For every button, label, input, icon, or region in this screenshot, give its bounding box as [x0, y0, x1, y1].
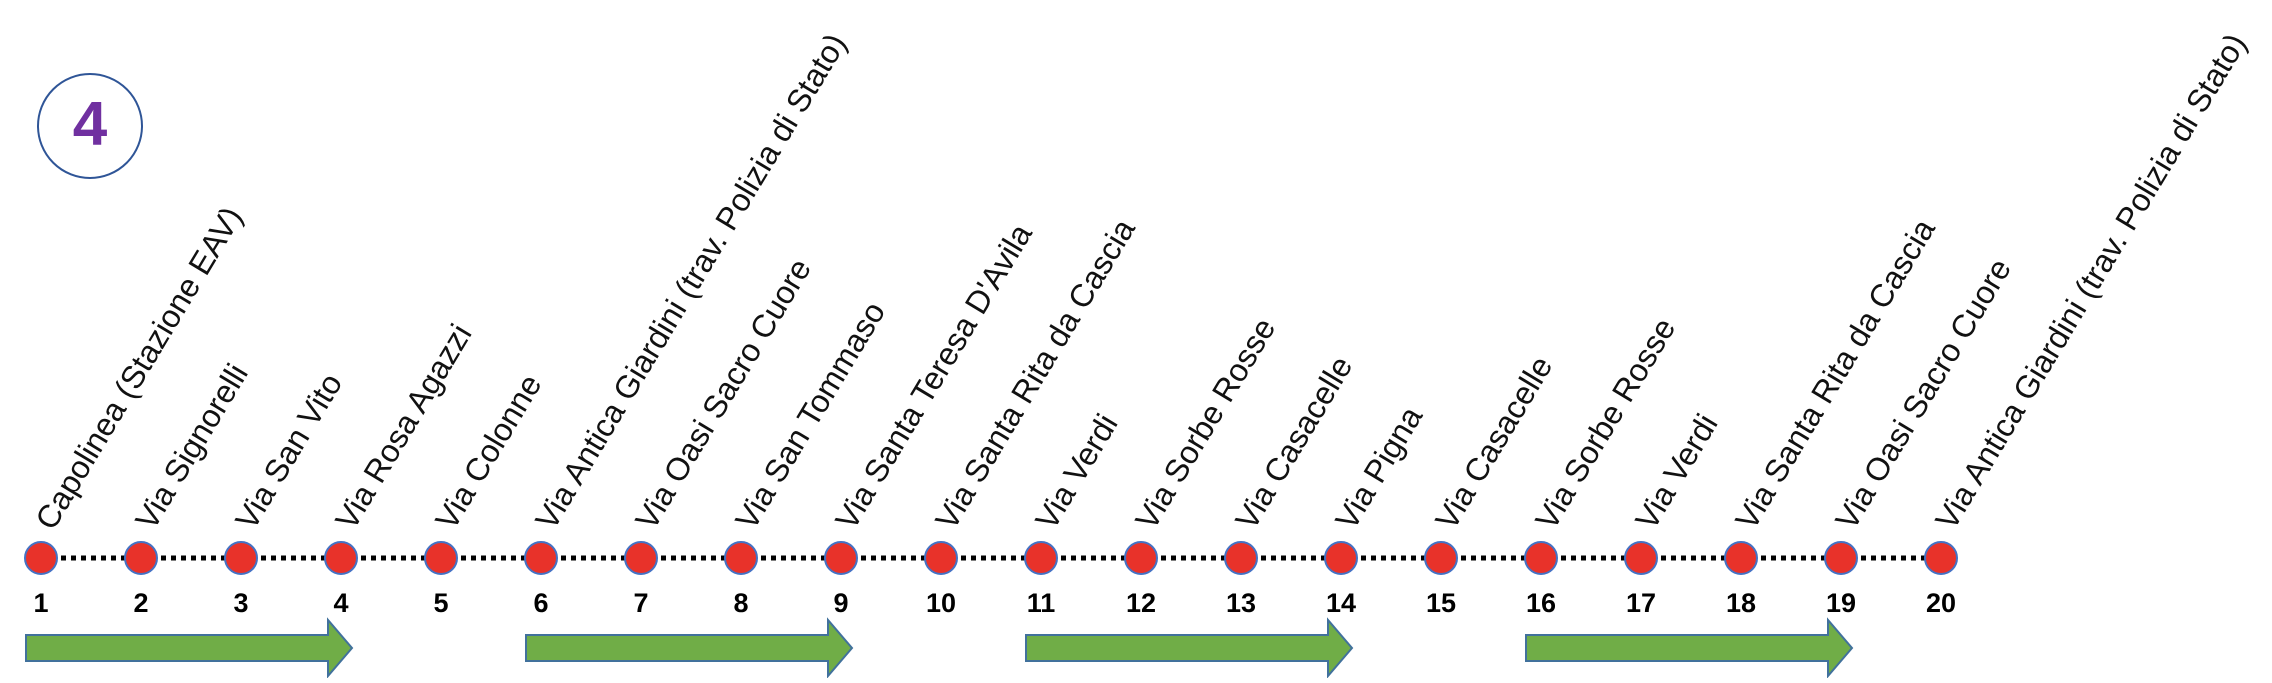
- stop-number: 9: [833, 588, 848, 618]
- direction-arrow: [525, 617, 854, 679]
- stop-number: 7: [633, 588, 648, 618]
- route-badge: [37, 73, 143, 179]
- stop-marker: [424, 541, 458, 575]
- direction-arrow: [1025, 617, 1354, 679]
- stop-name: Via Oasi Sacro Cuore: [1828, 252, 2018, 535]
- stop-number: 5: [433, 588, 448, 618]
- stop-marker: [1024, 541, 1058, 575]
- stop-number: 18: [1726, 588, 1756, 618]
- stop-marker: [1324, 541, 1358, 575]
- stop-marker: [224, 541, 258, 575]
- stop-name: Capolinea (Stazione EAV): [28, 200, 249, 535]
- stop-marker: [1224, 541, 1258, 575]
- stop-number: 2: [133, 588, 148, 618]
- stop-marker: [524, 541, 558, 575]
- route-number: 4: [73, 89, 108, 158]
- stop-number: 17: [1626, 588, 1656, 618]
- stop-name: Via Pigna: [1328, 400, 1429, 536]
- stop-marker: [1624, 541, 1658, 575]
- stop-number: 19: [1826, 588, 1856, 618]
- stop-marker: [1524, 541, 1558, 575]
- stop-number: 14: [1326, 588, 1356, 618]
- stop-number: 8: [733, 588, 748, 618]
- stop-name: Via Verdi: [1028, 408, 1125, 536]
- stop-name: Via Verdi: [1628, 408, 1725, 536]
- stop-number: 16: [1526, 588, 1556, 618]
- stop-marker: [824, 541, 858, 575]
- stop-number: 10: [926, 588, 956, 618]
- stop-number: 20: [1926, 588, 1956, 618]
- stop-marker: [1724, 541, 1758, 575]
- stop-name: Via Colonne: [428, 368, 548, 535]
- stop-number: 13: [1226, 588, 1256, 618]
- stop-number: 15: [1426, 588, 1456, 618]
- stop-name: Via Santa Rita da Cascia: [928, 212, 1142, 535]
- stop-marker: [1424, 541, 1458, 575]
- direction-arrow: [1525, 617, 1854, 679]
- stop-name: Via Oasi Sacro Cuore: [628, 252, 818, 535]
- stop-name: Via San Vito: [228, 367, 349, 536]
- stop-marker: [924, 541, 958, 575]
- stop-name: Via Santa Teresa D'Avila: [828, 217, 1039, 535]
- stop-number: 12: [1126, 588, 1156, 618]
- direction-arrow: [25, 617, 354, 679]
- stop-number: 1: [33, 588, 48, 618]
- stop-number: 11: [1027, 588, 1056, 618]
- stop-marker: [1924, 541, 1958, 575]
- stop-marker: [1824, 541, 1858, 575]
- stop-number: 6: [533, 588, 548, 618]
- stop-number: 3: [233, 588, 248, 618]
- stop-marker: [624, 541, 658, 575]
- stop-marker: [1124, 541, 1158, 575]
- stop-marker: [124, 541, 158, 575]
- stop-number: 4: [333, 588, 348, 618]
- stop-marker: [324, 541, 358, 575]
- stop-marker: [724, 541, 758, 575]
- stop-marker: [24, 541, 58, 575]
- stop-name: Via Santa Rita da Cascia: [1728, 212, 1942, 535]
- direction-arrows: [25, 617, 1854, 679]
